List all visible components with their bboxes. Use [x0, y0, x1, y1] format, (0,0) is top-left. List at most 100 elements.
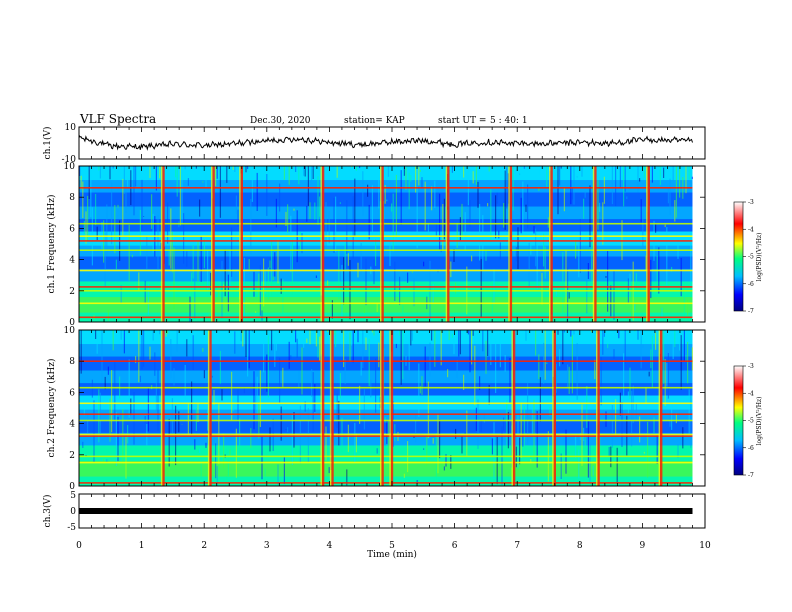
spectrogram-stripe — [421, 376, 423, 395]
ch1-colorbar-ticks: -3 -4 -5 -6 -7 — [743, 199, 754, 315]
spectrogram-stripe — [619, 166, 621, 188]
spectrogram-stripe — [474, 345, 476, 406]
spectrogram-stripe — [575, 435, 577, 458]
spectrogram-stripe — [469, 200, 471, 227]
spectrogram-stripe — [528, 242, 530, 287]
spectrogram-stripe — [539, 377, 541, 422]
spectrogram-stripe — [603, 330, 605, 337]
spectrogram-stripe — [202, 348, 204, 352]
spectrogram-stripe — [192, 335, 194, 370]
spectrogram-stripe — [338, 249, 340, 300]
spectrogram-band — [79, 297, 693, 313]
spectrogram-stripe — [653, 417, 655, 434]
spectrogram-stripe — [466, 410, 468, 456]
spectrogram-stripe — [131, 254, 133, 258]
spectrogram-stripe — [440, 245, 442, 253]
spectrogram-stripe — [530, 238, 532, 255]
spectrogram-stripe — [336, 393, 338, 428]
spectrogram-stripe — [267, 335, 269, 398]
spectrogram-stripe — [339, 202, 341, 204]
spectrogram-stripe — [128, 359, 130, 418]
spectrogram-stripe — [149, 346, 151, 360]
spectrogram-event — [381, 330, 384, 486]
spectrogram-stripe — [261, 436, 263, 480]
spectrogram-stripe — [679, 166, 681, 198]
spectrogram-stripe — [426, 435, 428, 466]
x-tick-label: 9 — [640, 541, 646, 551]
spectrogram-stripe — [95, 193, 97, 226]
spectrogram-stripe — [90, 166, 92, 218]
spectrogram-event — [553, 330, 556, 486]
spectrogram-stripe — [250, 428, 252, 448]
spectrogram-stripe — [533, 399, 535, 461]
spectrogram-stripe — [683, 281, 685, 321]
spectrogram-stripe — [608, 446, 610, 457]
spectrogram-stripe — [181, 172, 183, 224]
spectrogram-stripe — [154, 352, 156, 376]
spectrogram-event — [594, 166, 597, 322]
spectrogram-stripe — [171, 232, 173, 273]
spectrogram-line — [79, 455, 693, 458]
spectrogram-stripe — [139, 209, 141, 256]
spectrogram-stripe — [509, 358, 511, 403]
colorbar-tick-label: -7 — [748, 308, 754, 315]
ch1-ytick-bottom: -10 — [62, 155, 77, 165]
spectrogram-stripe — [435, 223, 437, 236]
ch2-spectrogram-ylabel: ch.2 Frequency (kHz) — [46, 359, 57, 458]
spectrogram-stripe — [631, 285, 633, 319]
spectrogram-stripe — [347, 253, 349, 266]
spectrogram-band — [79, 445, 693, 462]
spectrogram-stripe — [171, 398, 173, 436]
spectrogram-stripe — [578, 240, 580, 278]
spectrogram-stripe — [410, 175, 412, 182]
spectrogram-stripe — [589, 185, 591, 248]
spectrogram-stripe — [135, 166, 137, 187]
spectrogram-empty-region — [692, 166, 705, 322]
spectrogram-stripe — [184, 166, 186, 170]
spectrogram-stripe — [655, 332, 657, 350]
spectrogram-stripe — [267, 267, 269, 300]
spectrogram-stripe — [280, 406, 282, 441]
spectrogram-stripe — [565, 429, 567, 474]
spectrogram-stripe — [306, 338, 308, 343]
spectrogram-stripe — [677, 444, 679, 458]
spectrogram-stripe — [605, 411, 607, 427]
spectrogram-stripe — [144, 280, 146, 303]
spectrogram-stripe — [432, 283, 434, 304]
spectrogram-stripe — [592, 465, 594, 476]
spectrogram-stripe — [677, 237, 679, 259]
spectrogram-stripe — [351, 166, 353, 168]
spectrogram-stripe — [656, 255, 658, 288]
spectrogram-stripe — [563, 330, 565, 333]
spectrogram-band — [79, 231, 693, 246]
spectrogram-event-edge — [549, 166, 551, 322]
spectrogram-stripe — [642, 208, 644, 252]
spectrogram-stripe — [378, 342, 380, 368]
spectrogram-stripe — [87, 195, 89, 241]
spectrogram-stripe — [387, 420, 389, 454]
spectrogram-stripe — [365, 258, 367, 306]
spectrogram-stripe — [563, 187, 565, 212]
spectrogram-stripe — [189, 296, 191, 322]
spectrogram-stripe — [231, 371, 233, 421]
spectrogram-event — [597, 330, 600, 486]
y-tick-label: 4 — [69, 256, 75, 266]
spectrogram-stripe — [208, 313, 210, 317]
spectrogram-stripe — [384, 185, 386, 204]
spectrogram-stripe — [274, 252, 276, 277]
spectrogram-stripe — [343, 330, 345, 368]
spectrogram-stripe — [623, 166, 625, 207]
spectrogram-stripe — [562, 252, 564, 314]
spectrogram-stripe — [631, 390, 633, 447]
spectrogram-stripe — [111, 370, 113, 433]
spectrogram-stripe — [247, 166, 249, 170]
spectrogram-stripe — [99, 166, 101, 179]
spectrogram-stripe — [669, 411, 671, 427]
spectrogram-stripe — [287, 427, 289, 433]
spectrogram-stripe — [453, 338, 455, 355]
x-tick-label: 1 — [139, 541, 145, 551]
spectrogram-stripe — [635, 273, 637, 290]
spectrogram-stripe — [223, 284, 225, 292]
spectrogram-stripe — [275, 198, 277, 228]
spectrogram-stripe — [352, 196, 354, 259]
